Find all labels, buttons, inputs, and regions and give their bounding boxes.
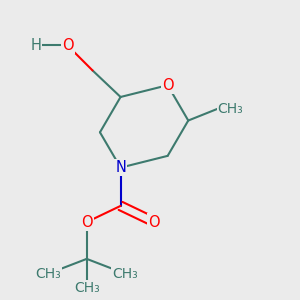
Text: CH₃: CH₃ <box>218 102 244 116</box>
Text: O: O <box>162 78 173 93</box>
Text: H: H <box>30 38 41 53</box>
Text: CH₃: CH₃ <box>112 267 138 280</box>
Text: O: O <box>81 214 92 230</box>
Text: CH₃: CH₃ <box>74 281 100 295</box>
Text: CH₃: CH₃ <box>36 267 61 280</box>
Text: O: O <box>148 214 160 230</box>
Text: N: N <box>115 160 126 175</box>
Text: O: O <box>62 38 74 53</box>
